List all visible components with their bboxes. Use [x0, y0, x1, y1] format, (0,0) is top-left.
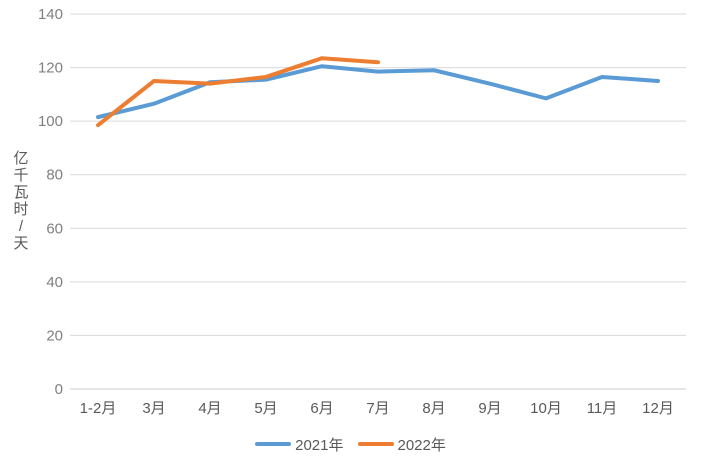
x-axis-tick-label: 4月 — [198, 400, 221, 417]
y-axis-title-char: 天 — [13, 235, 29, 252]
y-axis-tick-label: 80 — [46, 167, 63, 184]
y-axis-title: 亿千瓦时 / 天 — [8, 150, 34, 252]
y-axis-title-char: 千 — [13, 167, 29, 184]
y-axis-tick-label: 120 — [38, 60, 63, 77]
y-axis-title-char: / — [18, 218, 24, 235]
x-axis-tick-label: 11月 — [587, 400, 618, 417]
legend-line-swatch-2021 — [255, 441, 292, 447]
x-axis-tick-label: 3月 — [142, 400, 165, 417]
y-axis-title-char: 时 — [13, 201, 29, 218]
y-axis-tick-label: 60 — [46, 220, 63, 237]
y-axis-tick-label: 20 — [46, 327, 63, 344]
legend-item-2021[interactable]: 2021年 — [255, 434, 344, 455]
x-axis-tick-label: 1-2月 — [80, 400, 117, 417]
x-axis-tick-label: 8月 — [422, 400, 445, 417]
y-axis-tick-label: 100 — [38, 113, 63, 130]
y-axis-title-char: 瓦 — [13, 184, 29, 201]
x-axis-tick-label: 9月 — [478, 400, 501, 417]
series-line-2021年[interactable] — [96, 64, 660, 120]
series-line-2022年[interactable] — [96, 56, 380, 128]
y-axis-tick-label: 140 — [38, 6, 63, 23]
chart-legend: 2021年 2022年 — [0, 433, 701, 455]
x-axis-tick-label: 5月 — [254, 400, 277, 417]
legend-label-2021: 2021年 — [295, 436, 344, 454]
legend-label-2022: 2022年 — [397, 436, 446, 454]
y-axis-title-char: 亿 — [13, 150, 29, 167]
chart-canvas: 0 20 40 60 80 100 120 140 1-2月 3月 4月 5月 6月 7月 8月 9月 10月 1… — [38, 6, 686, 417]
y-axis-tick-label: 40 — [46, 274, 63, 291]
y-axis-tick-label: 0 — [55, 381, 63, 398]
x-axis-tick-label: 10月 — [530, 400, 562, 417]
x-axis-tick-label: 6月 — [310, 400, 333, 417]
x-axis-tick-label: 12月 — [642, 400, 674, 417]
legend-item-2022[interactable]: 2022年 — [357, 434, 446, 455]
legend-line-swatch-2022 — [357, 441, 394, 447]
x-axis-tick-label: 7月 — [366, 400, 389, 417]
